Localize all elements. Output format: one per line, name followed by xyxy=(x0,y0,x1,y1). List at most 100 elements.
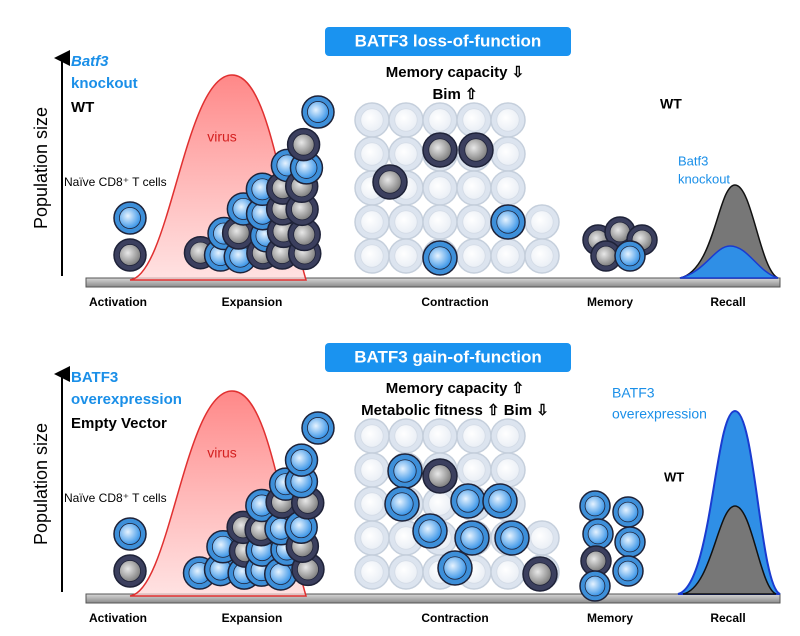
cell-nucleus xyxy=(360,210,384,234)
cell-nucleus xyxy=(378,170,402,194)
cell-nucleus xyxy=(428,138,452,162)
cell-nucleus xyxy=(496,244,520,268)
cell-nucleus xyxy=(488,489,512,513)
cell-nucleus xyxy=(360,142,384,166)
phase-label: Contraction xyxy=(421,611,488,625)
cell-nucleus xyxy=(500,526,524,550)
title-box xyxy=(325,343,571,372)
y-axis-label: Population size xyxy=(31,423,51,545)
cell-nucleus xyxy=(464,138,488,162)
cell-nucleus xyxy=(496,560,520,584)
cell-nucleus xyxy=(394,210,418,234)
phase-label: Expansion xyxy=(222,295,283,309)
cell-nucleus xyxy=(418,519,442,543)
y-axis-label: Population size xyxy=(31,107,51,229)
cell-nucleus xyxy=(585,550,607,572)
panel: Population size virus BATF3 loss-of-functi… xyxy=(31,27,781,309)
legend-baseline: Empty Vector xyxy=(71,415,167,432)
cell-nucleus xyxy=(428,492,452,516)
cell-nucleus xyxy=(462,458,486,482)
cell-nucleus xyxy=(496,142,520,166)
panel: Population size virus BATF3 gain-of-functi… xyxy=(31,343,781,625)
cell-nucleus xyxy=(530,244,554,268)
cell-nucleus xyxy=(360,492,384,516)
legend-highlight: knockout xyxy=(71,75,138,92)
virus-label: virus xyxy=(207,445,237,461)
recall-curve xyxy=(679,245,779,279)
cell-nucleus xyxy=(460,526,484,550)
legend-highlight: Batf3 xyxy=(71,53,109,70)
legend-baseline: WT xyxy=(71,99,94,116)
phase-label: Memory xyxy=(587,611,633,625)
cell-nucleus xyxy=(496,176,520,200)
cell-nucleus xyxy=(587,523,609,545)
cell-nucleus xyxy=(119,560,141,582)
cell-nucleus xyxy=(360,458,384,482)
baseline-bar xyxy=(85,593,781,604)
recall-label: knockout xyxy=(678,171,730,186)
cell-nucleus xyxy=(462,176,486,200)
recall-label: WT xyxy=(664,469,684,484)
cell-nucleus xyxy=(390,492,414,516)
annotation: Memory capacity ⇩ xyxy=(386,64,524,81)
cell-nucleus xyxy=(462,210,486,234)
cell-nucleus xyxy=(307,417,329,439)
cell-nucleus xyxy=(394,560,418,584)
cell-nucleus xyxy=(119,523,141,545)
virus-label: virus xyxy=(207,129,237,145)
phase-label: Contraction xyxy=(421,295,488,309)
cell-nucleus xyxy=(428,108,452,132)
cell-nucleus xyxy=(456,489,480,513)
cell-nucleus xyxy=(307,101,329,123)
cell-nucleus xyxy=(428,176,452,200)
cell-nucleus xyxy=(496,458,520,482)
panel-title: BATF3 gain-of-function xyxy=(354,347,542,366)
cell-nucleus xyxy=(496,210,520,234)
phase-label: Memory xyxy=(587,295,633,309)
cell-nucleus xyxy=(595,245,617,267)
recall-label: BATF3 xyxy=(612,385,655,401)
cell-nucleus xyxy=(360,424,384,448)
cell-nucleus xyxy=(360,526,384,550)
title-box xyxy=(325,27,571,56)
recall-label: WT xyxy=(660,96,682,112)
cell-nucleus xyxy=(269,562,292,585)
annotation: Bim ⇧ xyxy=(432,86,477,103)
cell-nucleus xyxy=(394,108,418,132)
cell-nucleus xyxy=(462,424,486,448)
cell-nucleus xyxy=(293,223,316,246)
recall-label: Batf3 xyxy=(678,153,708,168)
cell-nucleus xyxy=(619,531,641,553)
baseline-bar xyxy=(85,277,781,288)
recall-label: overexpression xyxy=(612,406,707,422)
phase-label: Expansion xyxy=(222,611,283,625)
naive-label: Naïve CD8⁺ T cells xyxy=(64,175,167,189)
annotation: Memory capacity ⇧ xyxy=(386,380,524,397)
cell-nucleus xyxy=(290,449,313,472)
legend-highlight: overexpression xyxy=(71,391,182,408)
cell-nucleus xyxy=(394,424,418,448)
cell-nucleus xyxy=(428,246,452,270)
cell-nucleus xyxy=(290,516,313,539)
cell-nucleus xyxy=(617,560,639,582)
cell-nucleus xyxy=(119,244,141,266)
annotation: Metabolic fitness ⇧ Bim ⇩ xyxy=(361,402,549,419)
cell-nucleus xyxy=(617,501,639,523)
naive-label: Naïve CD8⁺ T cells xyxy=(64,491,167,505)
cell-nucleus xyxy=(496,108,520,132)
legend-highlight: BATF3 xyxy=(71,369,118,386)
cell-nucleus xyxy=(496,424,520,448)
cell-nucleus xyxy=(360,108,384,132)
cell-nucleus xyxy=(462,108,486,132)
cell-nucleus xyxy=(584,495,606,517)
cell-nucleus xyxy=(428,464,452,488)
recall-curve xyxy=(682,505,777,595)
cell-nucleus xyxy=(528,562,552,586)
cell-nucleus xyxy=(428,424,452,448)
cell-nucleus xyxy=(360,244,384,268)
cell-nucleus xyxy=(393,459,417,483)
cell-nucleus xyxy=(443,556,467,580)
cell-nucleus xyxy=(530,526,554,550)
panel-title: BATF3 loss-of-function xyxy=(355,31,542,50)
